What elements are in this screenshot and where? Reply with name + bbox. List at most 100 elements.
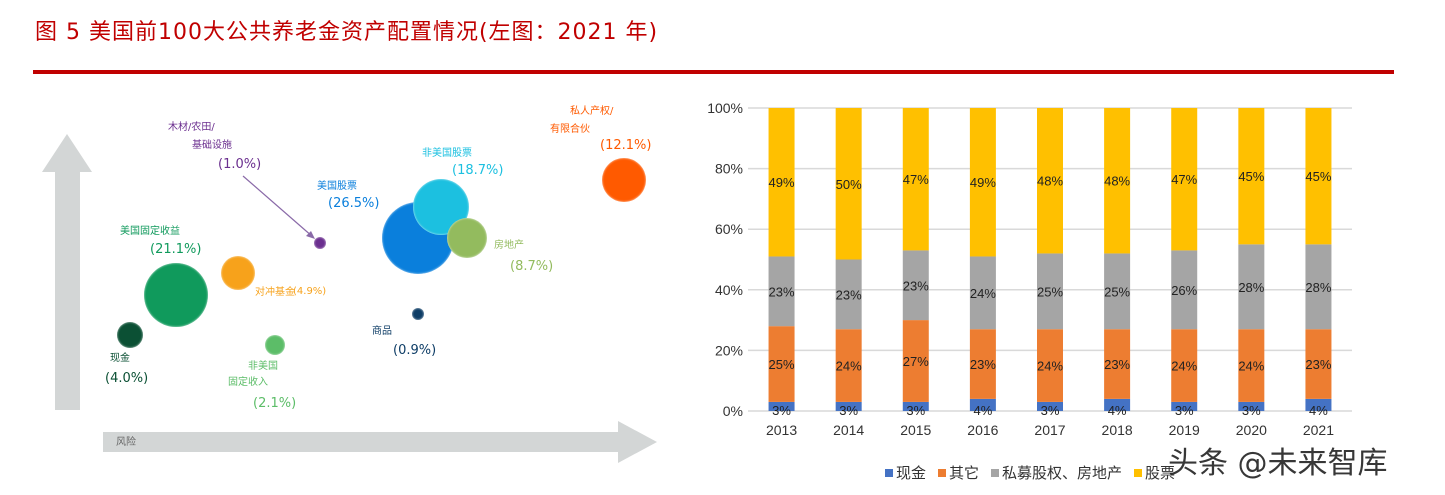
y-axis-arrow bbox=[42, 134, 92, 410]
bar-segment bbox=[1104, 108, 1131, 254]
x-axis-label: 风险 bbox=[116, 437, 136, 448]
data-label: 47% bbox=[903, 172, 929, 187]
bar-segment bbox=[835, 108, 862, 260]
bar-segment bbox=[1104, 253, 1131, 330]
x-tick-label: 2019 bbox=[1169, 422, 1200, 438]
bar-segment bbox=[768, 326, 795, 402]
legend-item: 股票 bbox=[1134, 462, 1175, 483]
bar-segment bbox=[1037, 329, 1063, 402]
bar-segment bbox=[835, 329, 862, 402]
bubble-percent: (1.0%) bbox=[218, 157, 262, 172]
bar-segment bbox=[1104, 329, 1131, 399]
data-label: 3% bbox=[1242, 403, 1261, 418]
bar-segment bbox=[1305, 244, 1332, 330]
bubble-label: 美国固定收益 bbox=[120, 226, 180, 237]
data-label: 24% bbox=[970, 286, 996, 301]
legend: 现金 其它 私募股权、房地产 股票 bbox=[885, 462, 1175, 483]
data-label: 24% bbox=[1238, 359, 1264, 374]
bubble-percent: (8.7%) bbox=[510, 259, 554, 274]
bar-segment bbox=[768, 401, 795, 411]
data-label: 23% bbox=[836, 287, 862, 302]
bar-segment bbox=[969, 256, 996, 330]
bubble-percent: (12.1%) bbox=[600, 138, 652, 153]
data-label: 25% bbox=[1037, 284, 1063, 299]
bubble-percent: (4.0%) bbox=[105, 371, 149, 386]
bubble bbox=[117, 322, 143, 348]
x-axis-arrow bbox=[103, 421, 657, 463]
bubble-percent: (21.1%) bbox=[150, 242, 202, 257]
bar-segment bbox=[768, 108, 795, 257]
data-label: 4% bbox=[1108, 403, 1127, 418]
data-label: 24% bbox=[836, 359, 862, 374]
bar-segment bbox=[1104, 398, 1131, 411]
bar-segment bbox=[1037, 108, 1063, 254]
legend-label: 私募股权、房地产 bbox=[1002, 464, 1123, 482]
data-label: 28% bbox=[1238, 280, 1264, 295]
bar-segment bbox=[969, 108, 996, 257]
figure-title: 图 5 美国前100大公共养老金资产配置情况(左图：2021 年) bbox=[35, 20, 659, 45]
legend-swatch bbox=[1134, 468, 1143, 477]
bubble-label: 私人产权/ bbox=[570, 106, 614, 117]
bubble-label: 房地产 bbox=[494, 240, 524, 251]
x-tick-label: 2021 bbox=[1303, 422, 1334, 438]
bar-segment bbox=[969, 329, 996, 399]
bubble bbox=[602, 158, 646, 202]
legend-swatch bbox=[885, 468, 893, 477]
data-label: 3% bbox=[839, 403, 858, 418]
data-label: 28% bbox=[1305, 280, 1331, 295]
bubble-label: 固定收入 bbox=[228, 377, 268, 388]
bubble bbox=[144, 263, 208, 327]
legend-swatch bbox=[938, 468, 947, 477]
bar-segment bbox=[969, 398, 996, 411]
bubble-percent: (2.1%) bbox=[253, 396, 297, 411]
bubble-label: 非美国股票 bbox=[422, 148, 472, 159]
data-label: 49% bbox=[769, 175, 795, 190]
data-label: 24% bbox=[1037, 359, 1063, 374]
watermark: 头条 @未来智库 bbox=[1168, 446, 1388, 481]
x-tick-label: 2017 bbox=[1034, 422, 1065, 438]
bubble-percent: (18.7%) bbox=[452, 163, 504, 178]
data-label: 23% bbox=[769, 284, 795, 299]
bar-segment bbox=[768, 256, 795, 327]
data-label: 45% bbox=[1305, 169, 1331, 184]
x-tick-label: 2018 bbox=[1102, 422, 1133, 438]
data-label: 23% bbox=[903, 278, 929, 293]
x-tick-label: 2013 bbox=[766, 422, 797, 438]
y-tick-label: 40% bbox=[715, 282, 743, 298]
bubble-label: 基础设施 bbox=[192, 140, 232, 151]
bar-segment bbox=[1037, 253, 1063, 330]
data-label: 4% bbox=[1309, 403, 1328, 418]
data-label: 4% bbox=[973, 403, 992, 418]
bar-segment bbox=[1037, 401, 1063, 411]
bar-segment bbox=[1171, 329, 1198, 402]
bubble bbox=[265, 335, 285, 355]
bubble bbox=[412, 308, 424, 320]
x-tick-label: 2020 bbox=[1236, 422, 1267, 438]
x-tick-label: 2014 bbox=[833, 422, 864, 438]
data-label: 25% bbox=[1104, 284, 1130, 299]
bubble bbox=[314, 237, 326, 249]
data-label: 24% bbox=[1171, 359, 1197, 374]
legend-label: 股票 bbox=[1145, 464, 1176, 482]
legend-swatch bbox=[991, 468, 1000, 477]
bar-segment bbox=[902, 320, 929, 402]
x-tick-label: 2016 bbox=[967, 422, 998, 438]
bar-segment bbox=[1171, 250, 1198, 330]
bar-segment bbox=[902, 250, 929, 321]
legend-label: 现金 bbox=[896, 464, 927, 482]
legend-item: 私募股权、房地产 bbox=[991, 462, 1122, 483]
bubble-axes bbox=[42, 134, 657, 463]
bubble-percent: (4.9%) bbox=[293, 286, 327, 297]
bar-segment bbox=[1305, 398, 1332, 411]
data-label: 3% bbox=[772, 403, 791, 418]
legend-label: 其它 bbox=[949, 464, 980, 482]
bubble-label: 美国股票 bbox=[317, 181, 357, 192]
bar-segment bbox=[1238, 329, 1265, 402]
bar-segment bbox=[1305, 108, 1332, 245]
data-label: 50% bbox=[836, 177, 862, 192]
data-label: 45% bbox=[1238, 169, 1264, 184]
data-label: 23% bbox=[970, 357, 996, 372]
data-label: 48% bbox=[1104, 174, 1130, 189]
